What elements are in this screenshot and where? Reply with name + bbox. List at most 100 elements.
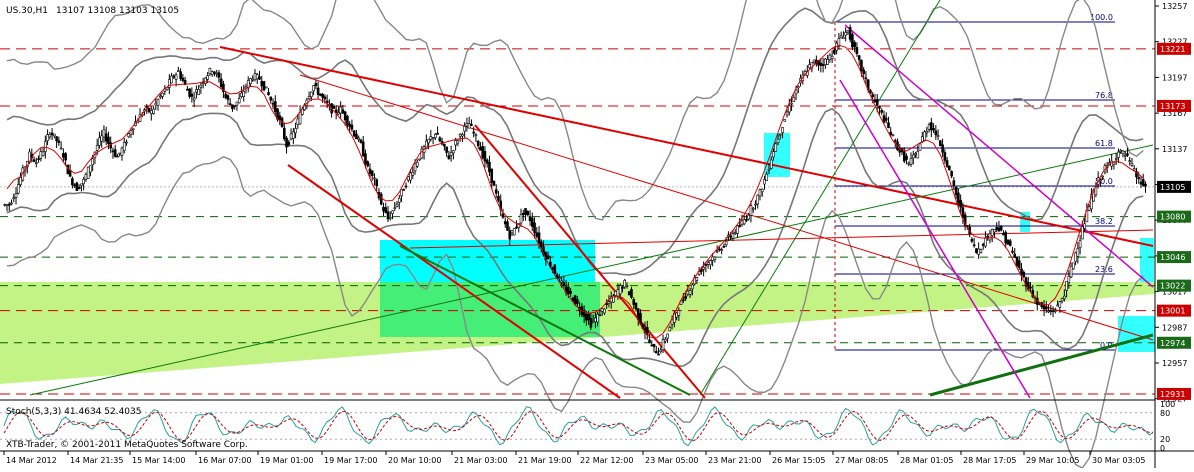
candle-body [492,180,496,186]
candle-body [357,137,360,140]
candle-body [131,128,135,131]
candle-body [172,75,176,78]
candle-body [623,280,627,288]
candle-body [1072,262,1075,270]
bollinger-upper [6,7,1144,276]
candle-body [343,111,347,121]
y-tick-label: 13017 [1162,288,1187,297]
candle-body [1121,150,1125,155]
candle-body [50,132,54,136]
candle-body [824,58,827,65]
candle-body [614,291,617,296]
candle-body [391,210,394,214]
fib-level-label: 76.8 [1095,91,1113,100]
candle-body [409,172,412,181]
candle-body [104,133,108,142]
candle-body [812,59,816,63]
candle-body [988,233,992,241]
candle-body [521,213,525,215]
candle-body [630,289,633,298]
candle-body [199,84,203,88]
candle-body [35,162,38,164]
candle-body [174,74,178,80]
candle-body [948,165,951,171]
candle-body [84,174,88,180]
candle-body [170,75,173,84]
candle-body [607,301,611,304]
candle-body [1013,253,1017,258]
candle-body [853,42,856,48]
price-label: 13046 [1160,253,1185,262]
candle-body [470,123,473,126]
candle-body [767,168,771,171]
candle-body [215,72,218,75]
candle-body [122,142,126,151]
y-tick-label: 13257 [1162,2,1187,11]
candle-body [1029,286,1032,289]
candle-body [760,188,764,193]
price-label-box [1157,42,1191,55]
candle-body [431,137,435,139]
candle-body [467,123,471,129]
candle-body [745,219,748,221]
candle-body [1047,310,1050,313]
candle-body [14,193,18,198]
candle-body [873,100,877,103]
candle-body [197,89,200,96]
fib-level-label: 50.0 [1095,177,1113,186]
candle-body [905,155,908,160]
candle-body [77,186,81,189]
candle-body [219,78,223,88]
candle-body [501,213,505,218]
candle-body [264,86,268,89]
candle-body [1126,153,1129,156]
candle-body [246,80,250,89]
candle-body [64,153,67,161]
candle-body [576,299,579,304]
candle-body [292,131,295,139]
candle-body [621,287,624,289]
candle-body [1008,240,1012,246]
candle-body [860,59,863,71]
candle-body [235,101,239,106]
candle-body [285,137,288,148]
candle-body [830,55,834,59]
candle-body [413,163,417,172]
candle-body [267,92,270,96]
candle-body [95,144,99,151]
candle-body [911,154,915,159]
candle-body [1099,179,1102,181]
candle-body [902,151,906,162]
candle-body [781,127,784,134]
candle-body [882,115,886,123]
price-label: 13022 [1160,282,1185,291]
trendline [399,245,691,396]
candle-body [821,64,825,67]
candle-body [754,203,757,206]
candle-body [310,91,313,98]
candle-body [255,74,259,80]
candle-body [657,353,660,356]
candle-body [695,277,699,281]
candle-body [618,285,622,295]
x-tick-label: 28 Mar 17:05 [963,456,1016,465]
candle-body [1054,310,1057,312]
candle-body [406,176,410,181]
price-label-box [1157,210,1191,223]
x-tick-label: 21 Mar 19:00 [518,456,571,465]
candle-body [253,73,257,81]
candle-body [434,134,437,138]
candle-body [591,320,595,323]
candle-body [1081,226,1084,240]
candle-body [479,146,482,151]
candle-body [1137,177,1141,180]
candle-body [402,189,406,191]
candle-body [957,192,960,204]
candle-body [1078,240,1082,248]
candle-body [1015,256,1019,267]
candle-body [454,140,457,146]
price-labels: 13221 13173 13105 13080 13046 13022 13001 12974… [1157,42,1191,400]
candle-body [774,143,778,152]
